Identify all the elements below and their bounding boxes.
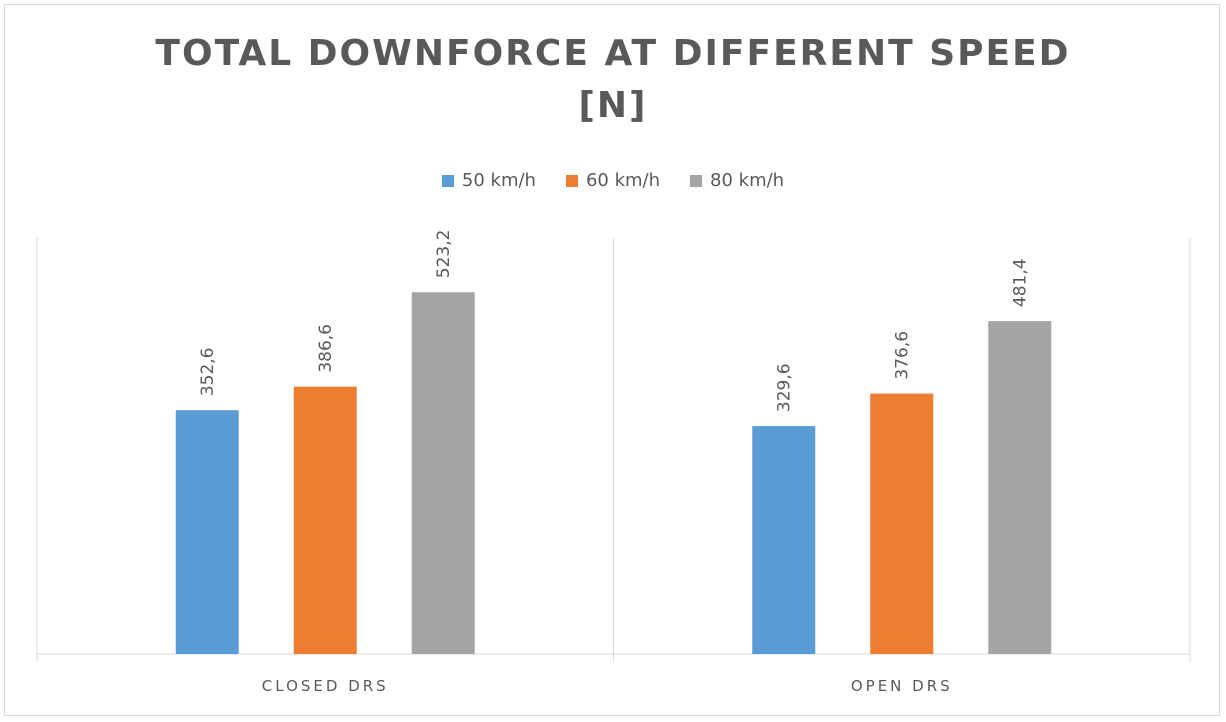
legend-swatch-80 [690,174,703,187]
bar-open-drs-60 [870,393,934,654]
data-label-open-drs-50: 329,6 [775,363,795,412]
data-label-closed-drs-80: 523,2 [434,230,454,279]
legend-swatch-50 [441,174,454,187]
data-label-closed-drs-60: 386,6 [316,324,336,373]
data-label-closed-drs-50: 352,6 [198,348,218,397]
legend-label-50: 50 km/h [461,170,536,191]
category-label-open-drs: OPEN DRS [851,677,953,695]
category-label-closed-drs: CLOSED DRS [262,677,389,695]
bar-closed-drs-60 [293,386,357,654]
legend-item-50: 50 km/h [441,170,536,191]
legend-item-80: 80 km/h [690,170,784,191]
chart-title-line-1: TOTAL DOWNFORCE AT DIFFERENT SPEED [155,33,1071,74]
legend-label-60: 60 km/h [585,170,661,191]
bar-closed-drs-80 [411,292,475,654]
bar-open-drs-80 [988,321,1052,654]
chart-legend: 50 km/h 60 km/h 80 km/h [0,170,1226,191]
chart-title-line-2: [N] [578,85,648,126]
bar-open-drs-50 [752,426,816,654]
legend-swatch-60 [565,174,578,187]
bar-closed-drs-50 [175,410,239,654]
data-label-open-drs-80: 481,4 [1011,258,1031,307]
legend-label-80: 80 km/h [710,170,785,191]
chart-title: TOTAL DOWNFORCE AT DIFFERENT SPEED [N] [0,28,1226,132]
data-label-open-drs-60: 376,6 [893,331,913,380]
legend-item-60: 60 km/h [565,170,661,191]
